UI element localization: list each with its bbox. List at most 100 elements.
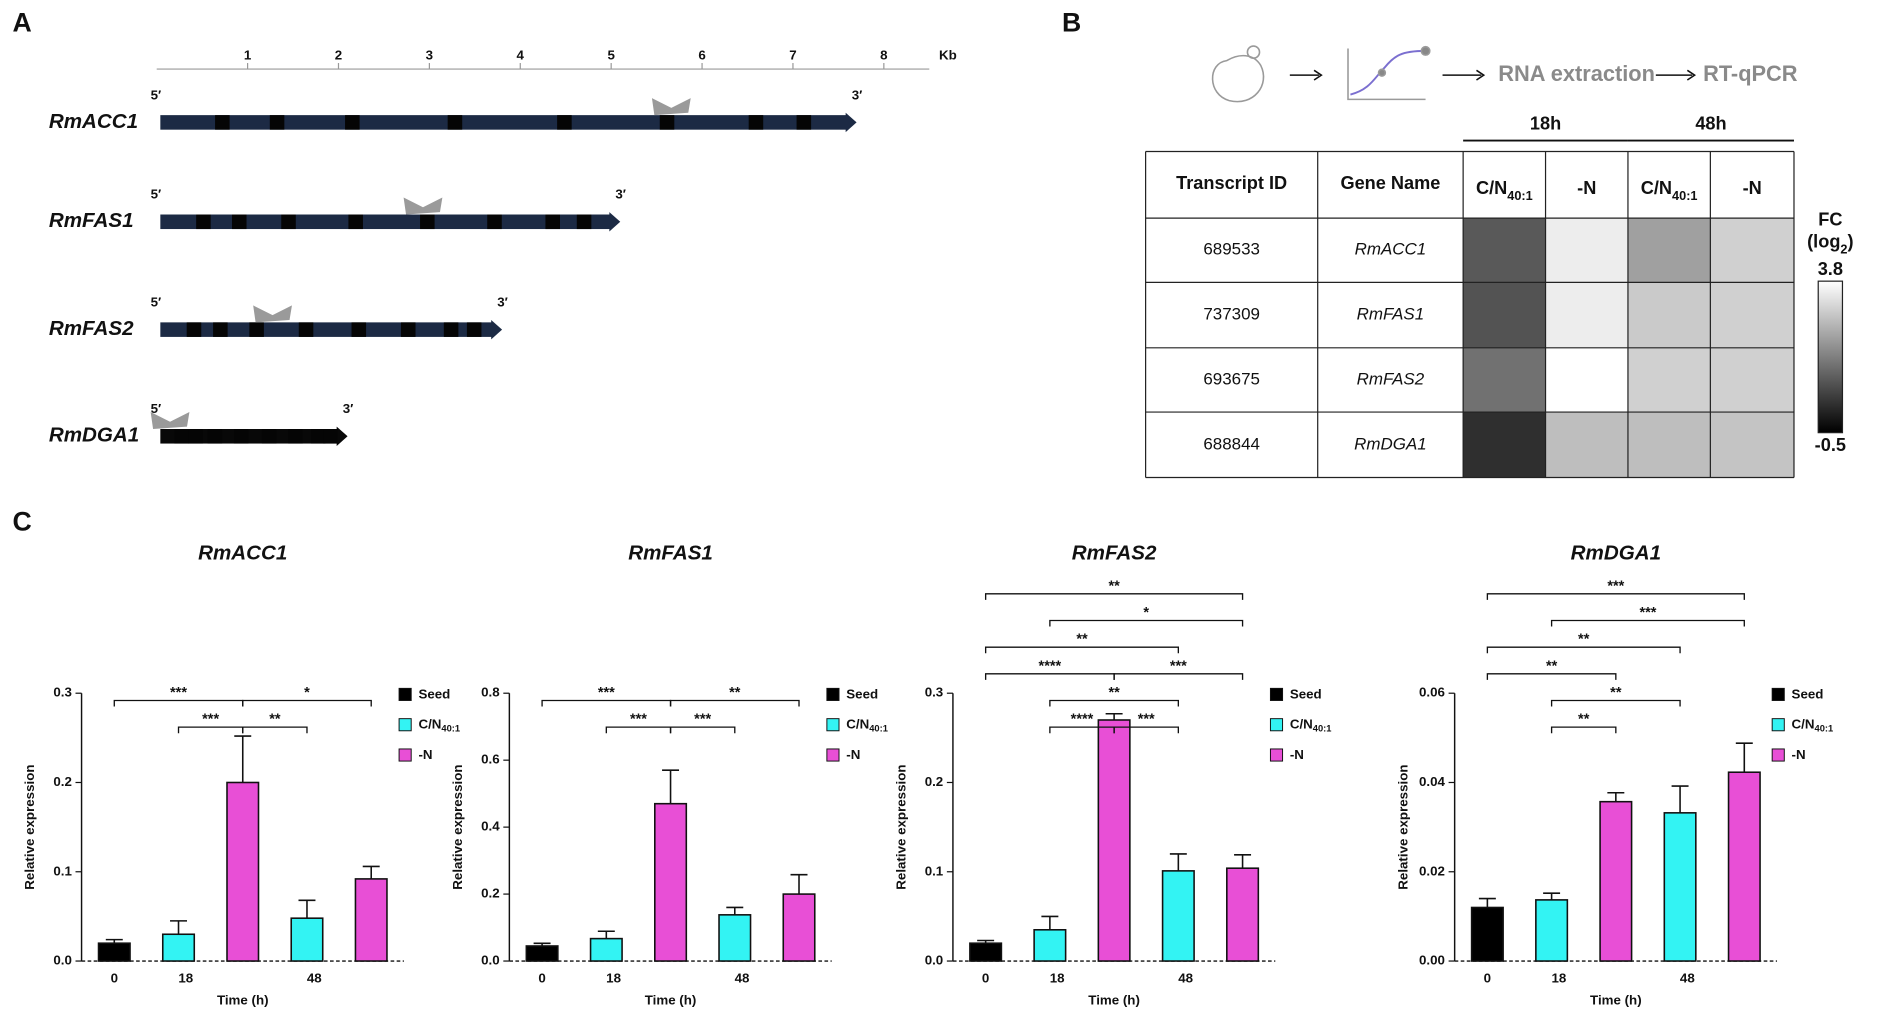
panel-label: A [12, 7, 31, 37]
legend-label: -N [1290, 747, 1304, 762]
exon-block [466, 322, 482, 337]
exon-block [659, 115, 675, 130]
bar [525, 945, 559, 962]
heat-cell [1463, 218, 1546, 283]
bar [161, 933, 196, 962]
gene-arrow [336, 426, 348, 446]
workflow-step: RT-qPCR [1703, 61, 1798, 86]
heat-cell [1710, 412, 1794, 478]
significance-bracket [984, 673, 1115, 680]
gene-name: RmDGA1 [49, 424, 139, 447]
exon-block [348, 214, 363, 230]
exon-block [213, 322, 228, 337]
primer-mark [150, 412, 190, 430]
legend-swatch [1269, 718, 1284, 732]
bar [589, 937, 623, 962]
significance-bracket [177, 726, 244, 734]
legend-label-part: Seed [1792, 686, 1824, 701]
legend-label-part: 40:1 [869, 724, 888, 734]
legend-label-part: -N [418, 747, 432, 762]
gene-body [160, 214, 611, 230]
x-axis-label: Time (h) [645, 993, 697, 1008]
chart-title: RmDGA1 [1571, 541, 1661, 564]
scale-tick-label: 1 [244, 47, 252, 62]
exon-block [443, 322, 459, 337]
primer-mark [403, 197, 443, 215]
colorbar-title: FC [1818, 209, 1842, 229]
significance-bracket [605, 726, 672, 734]
legend-swatch [1269, 748, 1284, 762]
x-tick-label: 0 [538, 971, 545, 986]
exon-block [281, 214, 296, 230]
scale-tick-label: 8 [880, 47, 887, 62]
legend-label-part: C/N [418, 716, 441, 731]
x-tick-label: 18 [1050, 971, 1065, 986]
significance-label: *** [170, 685, 187, 701]
y-tick-label: 0.1 [925, 863, 944, 878]
exon-block [261, 429, 277, 444]
exon-block [748, 115, 764, 130]
heat-cell [1710, 218, 1794, 283]
panel-label: C [12, 507, 31, 537]
legend-label-part: C/N [846, 716, 869, 731]
colorbar [1817, 280, 1844, 434]
legend-swatch [826, 718, 840, 732]
significance-bracket [1486, 593, 1745, 600]
exon-block [174, 429, 189, 444]
x-tick-label: 48 [307, 971, 322, 986]
exon-block [233, 429, 249, 444]
chart-title: RmFAS1 [628, 541, 713, 564]
gene-arrow [845, 112, 857, 133]
bar [782, 893, 816, 962]
legend-swatch [398, 718, 412, 732]
legend-label-part: 40:1 [1313, 724, 1332, 734]
scale-tick-label: 2 [335, 47, 342, 62]
bar [1727, 771, 1761, 962]
significance-label: ** [1578, 712, 1590, 728]
x-axis-label: Time (h) [1088, 993, 1140, 1008]
col-header: C/N40:1 [1641, 178, 1698, 203]
significance-bracket [1113, 726, 1180, 734]
gene-name-cell: RmFAS1 [1357, 305, 1425, 324]
significance-bracket [1049, 619, 1244, 627]
legend-label: -N [846, 747, 860, 762]
significance-label: *** [202, 712, 219, 728]
heat-cell [1545, 347, 1628, 413]
legend-label: -N [1792, 747, 1806, 762]
col-header-part: C/N [1476, 178, 1507, 198]
significance-bracket [242, 699, 372, 707]
heat-cell [1710, 347, 1794, 413]
y-tick-label: 0.0 [481, 953, 500, 968]
legend-label: C/N40:1 [418, 716, 460, 734]
heat-cell [1463, 347, 1546, 413]
heat-cell [1545, 282, 1628, 348]
significance-bracket [113, 699, 244, 707]
colorbar-unit: (log2) [1807, 231, 1853, 256]
x-tick-label: 48 [1680, 971, 1695, 986]
significance-label: *** [1607, 578, 1624, 594]
transcript-id: 737309 [1203, 305, 1260, 324]
colorbar-max: 3.8 [1818, 259, 1843, 279]
five-prime: 5′ [151, 87, 162, 102]
legend-label: C/N40:1 [1290, 716, 1332, 734]
y-tick-label: 0.04 [1419, 774, 1446, 789]
x-axis-label: Time (h) [217, 993, 269, 1008]
significance-label: **** [1071, 712, 1094, 728]
col-header-part: 40:1 [1672, 188, 1697, 203]
gene-body [160, 115, 847, 130]
significance-label: ** [729, 685, 741, 701]
transcript-id: 689533 [1203, 240, 1260, 259]
col-header-part: 40:1 [1507, 188, 1532, 203]
scale-unit: Kb [939, 47, 957, 62]
significance-label: * [304, 685, 310, 701]
panel-label: B [1062, 7, 1081, 37]
gene-arrow [609, 212, 621, 232]
exon-block [269, 115, 285, 130]
bar [290, 917, 324, 962]
group-label: 48h [1695, 114, 1726, 134]
significance-bracket [669, 726, 736, 734]
heat-cell [1627, 347, 1711, 413]
bar [1161, 870, 1195, 962]
exon-block [345, 115, 360, 130]
